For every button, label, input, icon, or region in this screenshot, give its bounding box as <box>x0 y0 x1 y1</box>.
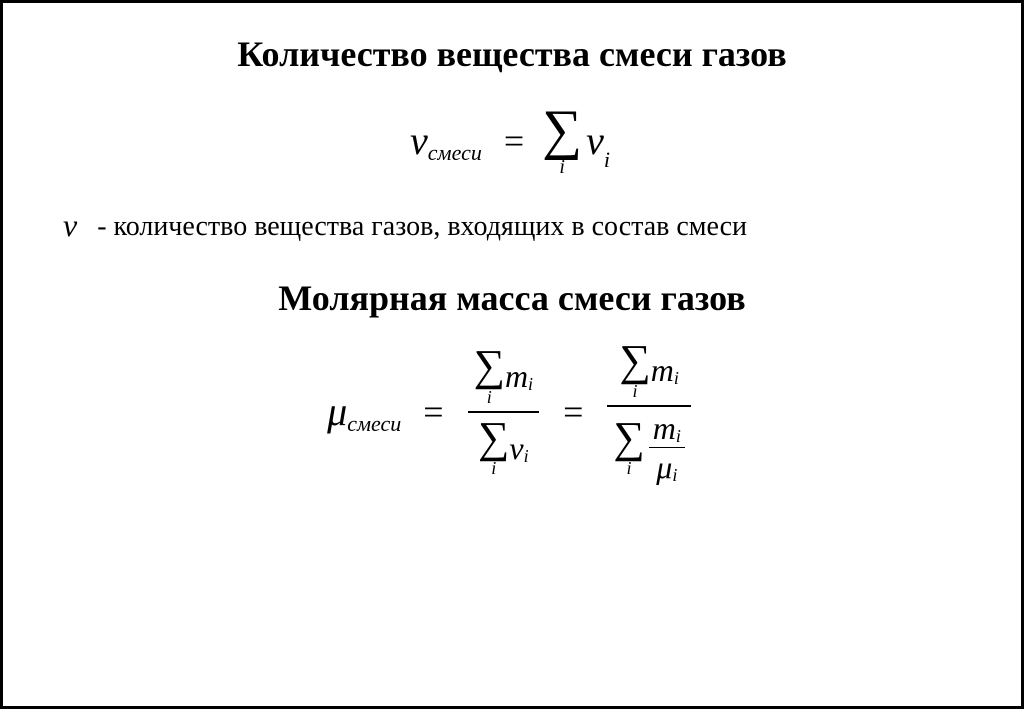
f2-num-sub: i <box>528 375 533 393</box>
sum-index: i <box>491 459 496 477</box>
f2-rhs-num-sub: i <box>674 369 679 387</box>
formula-1: ν смеси = ∑ i ν i <box>63 105 961 177</box>
f2-lhs-sub: смеси <box>347 411 401 437</box>
f2-frac-2: ∑ i m i ∑ i <box>607 339 691 486</box>
equals-icon: = <box>504 120 524 162</box>
f2-lhs-symbol: μ <box>327 392 347 432</box>
f1-rhs-symbol: ν <box>586 121 604 161</box>
sum-index: i <box>487 388 492 406</box>
formula-2: μ смеси = ∑ i m i <box>63 339 961 486</box>
inner-num-symbol: m <box>653 412 676 444</box>
def-text: - количество вещества газов, входящих в … <box>97 207 747 246</box>
slide-page: Количество вещества смеси газов ν смеси … <box>0 0 1024 709</box>
sum-index: i <box>627 459 632 477</box>
f2-den-symbol: ν <box>509 432 523 464</box>
inner-num-sub: i <box>676 427 681 445</box>
f1-sum-index: i <box>559 157 565 177</box>
f2-inner-frac: m i μ i <box>649 412 685 483</box>
sum-index: i <box>633 382 638 400</box>
f2-rhs-num-symbol: m <box>651 354 674 386</box>
f2-den-sub: i <box>524 447 529 465</box>
f1-lhs-sub: смеси <box>428 140 482 166</box>
equals-icon: = <box>563 391 583 433</box>
f1-sum: ∑ i <box>542 105 582 177</box>
f2-num-symbol: m <box>505 360 528 392</box>
equals-icon: = <box>423 391 443 433</box>
sigma-icon: ∑ <box>474 346 505 386</box>
def-symbol: ν <box>63 207 77 241</box>
definition-line: ν - количество вещества газов, входящих … <box>63 207 961 246</box>
inner-den-sub: i <box>672 466 677 484</box>
sigma-icon: ∑ <box>619 341 650 381</box>
f1-rhs-sub: i <box>604 147 610 173</box>
sigma-icon: ∑ <box>542 105 582 155</box>
title-1: Количество вещества смеси газов <box>63 33 961 75</box>
f2-frac-1: ∑ i m i ∑ i ν i <box>468 344 540 479</box>
f1-lhs-symbol: ν <box>410 121 428 161</box>
sigma-icon: ∑ <box>613 418 644 458</box>
sigma-icon: ∑ <box>478 418 509 458</box>
inner-den-symbol: μ <box>656 451 672 483</box>
title-2: Молярная масса смеси газов <box>63 277 961 319</box>
